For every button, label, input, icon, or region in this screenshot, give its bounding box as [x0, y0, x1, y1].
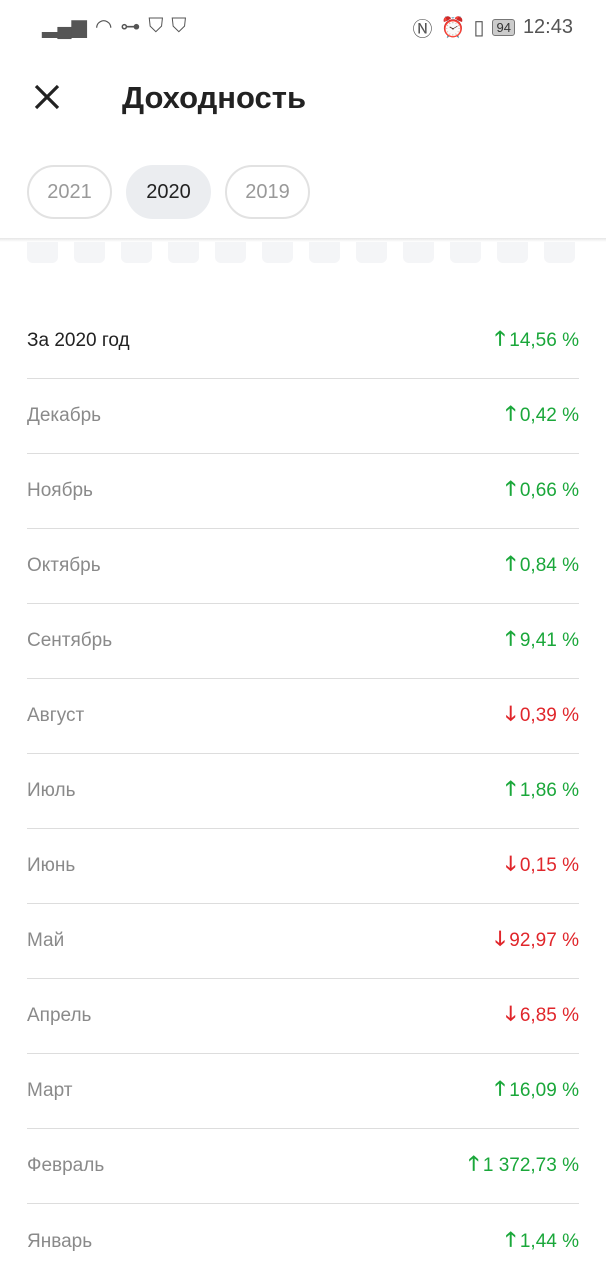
list-item: Ноябрь 🡑 0,66 % — [27, 454, 579, 529]
arrow-up-icon: 🡑 — [505, 553, 516, 575]
shield-check-icon: ⛉ — [171, 15, 187, 37]
return-percent: 1 372,73 % — [482, 1155, 579, 1176]
vibrate-icon: ▯ — [473, 17, 485, 39]
return-value: 🡓 0,39 % — [505, 699, 579, 733]
close-icon[interactable] — [30, 80, 64, 114]
nfc-icon: Ⓝ — [412, 19, 433, 41]
return-percent: 16,09 % — [509, 1080, 579, 1101]
return-percent: 0,15 % — [519, 855, 579, 876]
arrow-up-icon: 🡑 — [494, 1078, 506, 1100]
list-item: Июнь 🡓 0,15 % — [27, 829, 579, 904]
list-item: Май 🡓 92,97 % — [27, 904, 579, 979]
chart-placeholder — [27, 242, 575, 263]
vpn-key-icon: ⊶ — [120, 16, 141, 38]
list-item: Январь 🡑 1,44 % — [27, 1204, 579, 1279]
chart-bar-placeholder — [215, 242, 246, 263]
list-item: Октябрь 🡑 0,84 % — [27, 529, 579, 604]
return-value: 🡑 0,66 % — [505, 474, 579, 508]
arrow-down-icon: 🡓 — [494, 928, 506, 950]
chart-bar-placeholder — [121, 242, 152, 263]
chart-bar-placeholder — [356, 242, 387, 263]
list-item: Февраль 🡑 1 372,73 % — [27, 1129, 579, 1204]
tab-year-2019[interactable]: 2019 — [225, 165, 310, 219]
period-label: Июль — [27, 780, 76, 801]
return-percent: 0,66 % — [519, 480, 579, 501]
arrow-up-icon: 🡑 — [505, 628, 516, 650]
list-item: Сентябрь 🡑 9,41 % — [27, 604, 579, 679]
tab-year-2021[interactable]: 2021 — [27, 165, 112, 219]
return-value: 🡑 9,41 % — [505, 624, 579, 658]
status-bar: ▂▄▆ ◠ ⊶ ⛉ ⛉ Ⓝ ⏰ ▯ 94 12:43 — [0, 0, 606, 50]
arrow-down-icon: 🡓 — [505, 1003, 516, 1025]
period-label: Март — [27, 1080, 73, 1101]
return-value: 🡑 0,42 % — [505, 399, 579, 433]
page-title: Доходность — [122, 80, 307, 115]
chart-bar-placeholder — [309, 242, 340, 263]
wifi-icon: ◠ — [94, 16, 113, 38]
chart-bar-placeholder — [403, 242, 434, 263]
returns-list: За 2020 год 🡑 14,56 % Декабрь 🡑 0,42 % Ноябр… — [27, 304, 579, 1279]
period-label: Май — [27, 930, 65, 951]
period-label: Декабрь — [27, 405, 102, 426]
period-label: Февраль — [27, 1155, 105, 1176]
list-item: Июль 🡑 1,86 % — [27, 754, 579, 829]
arrow-down-icon: 🡓 — [505, 853, 516, 875]
chart-bar-placeholder — [27, 242, 58, 263]
signal-icon: ▂▄▆ — [42, 16, 87, 38]
chart-bar-placeholder — [450, 242, 481, 263]
return-value: 🡑 16,09 % — [495, 1074, 579, 1108]
arrow-up-icon: 🡑 — [505, 478, 516, 500]
chart-bar-placeholder — [74, 242, 105, 263]
return-percent: 1,86 % — [519, 780, 579, 801]
arrow-down-icon: 🡓 — [505, 703, 516, 725]
period-label: Октябрь — [27, 555, 101, 576]
period-label: За 2020 год — [27, 330, 130, 351]
list-item: Декабрь 🡑 0,42 % — [27, 379, 579, 454]
list-item: Март 🡑 16,09 % — [27, 1054, 579, 1129]
period-label: Август — [27, 705, 85, 726]
return-value: 🡓 6,85 % — [505, 999, 579, 1033]
period-label: Январь — [27, 1230, 93, 1252]
total-row: За 2020 год 🡑 14,56 % — [27, 304, 579, 379]
return-percent: 0,84 % — [519, 555, 579, 576]
arrow-up-icon: 🡑 — [494, 328, 506, 350]
arrow-up-icon: 🡑 — [468, 1153, 479, 1175]
year-tabs: 2021 2020 2019 — [27, 165, 310, 219]
shield-check-icon: ⛉ — [148, 15, 164, 37]
battery-icon: 94 — [492, 19, 515, 36]
return-value: 🡑 14,56 % — [495, 324, 579, 358]
return-value: 🡑 1 372,73 % — [468, 1149, 579, 1183]
return-percent: 0,42 % — [519, 405, 579, 426]
return-value: 🡓 0,15 % — [505, 849, 579, 883]
return-value: 🡑 1,44 % — [505, 1225, 579, 1259]
chart-bar-placeholder — [497, 242, 528, 263]
arrow-up-icon: 🡑 — [505, 403, 516, 425]
period-label: Сентябрь — [27, 630, 113, 651]
period-label: Апрель — [27, 1005, 92, 1026]
return-percent: 14,56 % — [509, 330, 579, 351]
list-item: Август 🡓 0,39 % — [27, 679, 579, 754]
return-percent: 0,39 % — [519, 705, 579, 726]
return-percent: 92,97 % — [509, 930, 579, 951]
return-value: 🡓 92,97 % — [495, 924, 579, 958]
chart-bar-placeholder — [544, 242, 575, 263]
chart-bar-placeholder — [262, 242, 293, 263]
alarm-icon: ⏰ — [440, 17, 466, 39]
return-percent: 9,41 % — [519, 630, 579, 651]
return-percent: 6,85 % — [519, 1005, 579, 1026]
clock: 12:43 — [522, 16, 573, 38]
chart-bar-placeholder — [168, 242, 199, 263]
header-shadow — [0, 238, 606, 242]
return-percent: 1,44 % — [519, 1230, 579, 1252]
period-label: Июнь — [27, 855, 76, 876]
return-value: 🡑 0,84 % — [505, 549, 579, 583]
list-item: Апрель 🡓 6,85 % — [27, 979, 579, 1054]
arrow-up-icon: 🡑 — [505, 778, 516, 800]
return-value: 🡑 1,86 % — [505, 774, 579, 808]
arrow-up-icon: 🡑 — [505, 1228, 516, 1251]
tab-year-2020[interactable]: 2020 — [126, 165, 211, 219]
period-label: Ноябрь — [27, 480, 93, 501]
